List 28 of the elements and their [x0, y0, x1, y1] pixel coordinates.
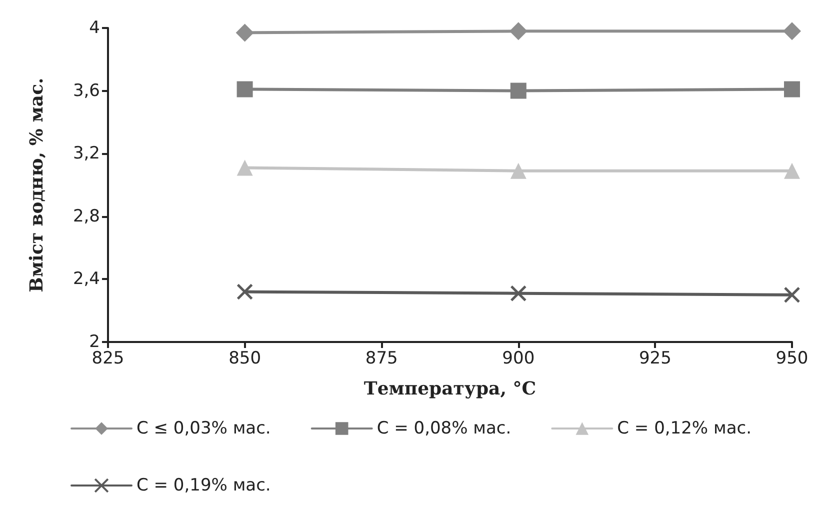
x-tick-label: 875 [365, 348, 398, 368]
y-tick-label: 3,2 [72, 144, 100, 164]
y-tick-label: 2,8 [72, 206, 100, 226]
y-tick-label: 4 [89, 18, 100, 38]
y-axis-title: Вміст водню, % мас. [26, 78, 48, 292]
x-axis-title: Температура, °C [364, 378, 536, 400]
x-tick-label: 950 [776, 348, 808, 368]
point [236, 81, 253, 98]
point [236, 160, 253, 176]
y-tick-label: 3,6 [72, 80, 100, 101]
point [236, 24, 254, 42]
legend-label: C = 0,12% мас. [617, 418, 752, 438]
x-tick-label: 850 [228, 348, 262, 368]
point [510, 285, 527, 302]
point [784, 162, 800, 179]
y-tick-label: 2,4 [72, 269, 100, 290]
legend-label: C = 0,08% мас. [376, 418, 512, 438]
point [784, 81, 800, 98]
legend-label: C ≤ 0,03% мас. [136, 418, 271, 438]
point [509, 22, 528, 40]
x-tick-label: 900 [502, 348, 535, 368]
legend-label: C = 0,19% мас. [136, 476, 271, 496]
point [510, 162, 526, 179]
point [783, 22, 801, 40]
point [784, 286, 800, 304]
point [510, 82, 526, 99]
x-tick-label: 925 [638, 348, 672, 368]
point [236, 284, 254, 300]
